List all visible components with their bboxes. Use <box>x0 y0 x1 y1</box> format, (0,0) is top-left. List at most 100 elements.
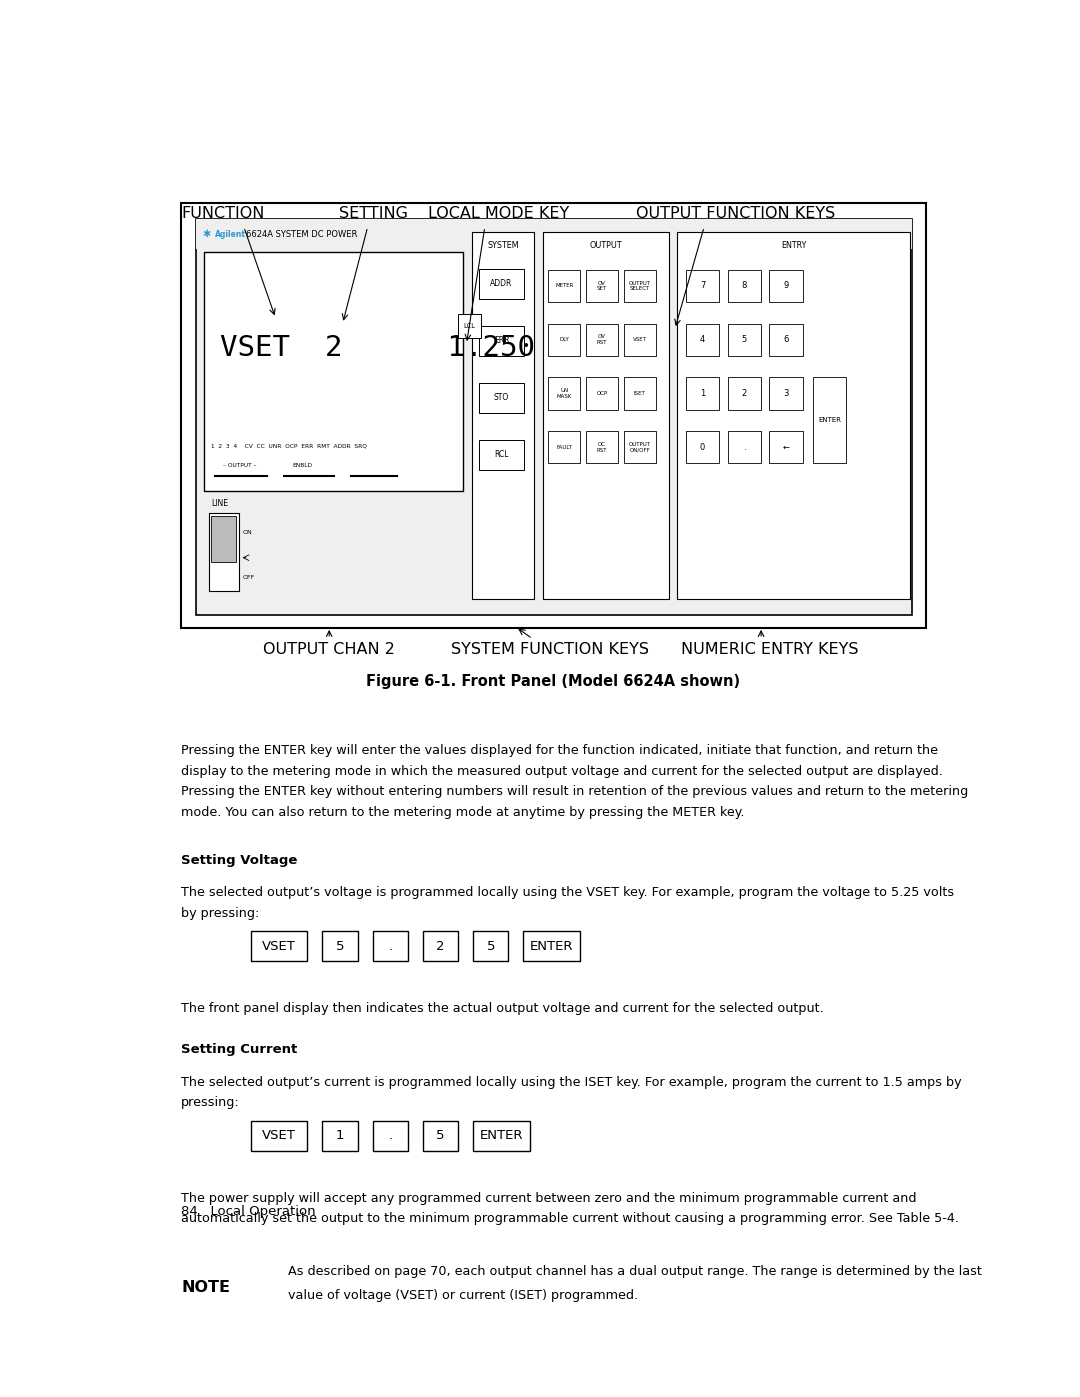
Bar <box>473 1120 530 1151</box>
Text: OFF: OFF <box>242 574 255 580</box>
Text: 5: 5 <box>742 335 747 344</box>
Text: NOTE: NOTE <box>181 1280 230 1295</box>
Bar <box>323 1120 357 1151</box>
Bar <box>251 1120 308 1151</box>
Text: 84   Local Operation: 84 Local Operation <box>181 1204 315 1218</box>
Text: 0: 0 <box>700 443 705 451</box>
Text: The power supply will accept any programmed current between zero and the minimum: The power supply will accept any program… <box>181 1192 917 1204</box>
Bar <box>197 219 912 615</box>
Text: ENBLD: ENBLD <box>293 464 312 468</box>
Text: FAULT: FAULT <box>556 444 572 450</box>
Bar <box>480 326 524 356</box>
Text: STO: STO <box>494 394 510 402</box>
Bar <box>423 1120 458 1151</box>
Bar <box>542 232 669 599</box>
Bar <box>423 932 458 961</box>
Text: 1: 1 <box>700 388 705 398</box>
Text: OCP: OCP <box>596 391 608 395</box>
Text: ENTER: ENTER <box>819 418 841 423</box>
Bar <box>197 219 912 250</box>
Text: 3: 3 <box>783 388 788 398</box>
Bar <box>624 270 656 302</box>
Text: 6: 6 <box>783 335 788 344</box>
Bar <box>586 377 618 409</box>
Text: FUNCTION: FUNCTION <box>181 207 265 221</box>
Bar <box>204 251 463 492</box>
Text: display to the metering mode in which the measured output voltage and current fo: display to the metering mode in which th… <box>181 764 943 778</box>
Bar <box>480 268 524 299</box>
Bar <box>769 432 802 464</box>
Text: ADDR: ADDR <box>490 279 513 288</box>
Text: pressing:: pressing: <box>181 1097 240 1109</box>
Bar <box>624 324 656 356</box>
Text: OUTPUT
SELECT: OUTPUT SELECT <box>629 281 651 292</box>
Bar <box>549 377 580 409</box>
Text: VSET  2      1.250: VSET 2 1.250 <box>219 334 535 362</box>
Bar <box>728 324 761 356</box>
Bar <box>472 232 535 599</box>
Text: SETTING: SETTING <box>339 207 408 221</box>
Text: ON: ON <box>242 529 252 535</box>
Text: Pressing the ENTER key without entering numbers will result in retention of the : Pressing the ENTER key without entering … <box>181 785 969 798</box>
Bar <box>208 513 239 591</box>
Bar <box>686 324 719 356</box>
Text: RCL: RCL <box>495 450 509 460</box>
Bar <box>524 932 580 961</box>
Text: value of voltage (VSET) or current (ISET) programmed.: value of voltage (VSET) or current (ISET… <box>288 1288 638 1302</box>
Text: SYSTEM: SYSTEM <box>487 240 519 250</box>
Bar <box>624 432 656 464</box>
Text: ENTER: ENTER <box>530 940 573 953</box>
Bar <box>212 515 237 562</box>
Bar <box>251 932 308 961</box>
Text: DLY: DLY <box>559 337 569 342</box>
Bar <box>728 270 761 302</box>
Bar <box>769 377 802 409</box>
Bar <box>549 270 580 302</box>
Text: OC
RST: OC RST <box>597 441 607 453</box>
Text: 2: 2 <box>742 388 747 398</box>
Text: by pressing:: by pressing: <box>181 907 259 919</box>
Text: .: . <box>388 940 392 953</box>
Text: 1  2  3  4    CV  CC  UNR  OCP  ERR  RMT  ADDR  SRQ: 1 2 3 4 CV CC UNR OCP ERR RMT ADDR SRQ <box>212 444 367 448</box>
Bar <box>458 314 481 338</box>
Text: 8: 8 <box>742 281 747 291</box>
Text: Setting Voltage: Setting Voltage <box>181 854 297 868</box>
Text: 7: 7 <box>700 281 705 291</box>
Bar <box>624 377 656 409</box>
Bar <box>480 383 524 414</box>
Text: OV
SET: OV SET <box>597 281 607 292</box>
Text: The selected output’s voltage is programmed locally using the VSET key. For exam: The selected output’s voltage is program… <box>181 886 954 900</box>
Text: mode. You can also return to the metering mode at anytime by pressing the METER : mode. You can also return to the meterin… <box>181 806 744 819</box>
Text: Agilent: Agilent <box>215 231 245 239</box>
Text: ERR: ERR <box>494 337 510 345</box>
Text: METER: METER <box>555 284 573 288</box>
Text: – OUTPUT –: – OUTPUT – <box>222 464 256 468</box>
Text: The selected output’s current is programmed locally using the ISET key. For exam: The selected output’s current is program… <box>181 1076 961 1088</box>
Text: 1: 1 <box>336 1129 345 1143</box>
Text: VSET: VSET <box>262 1129 296 1143</box>
Bar <box>769 324 802 356</box>
Text: As described on page 70, each output channel has a dual output range. The range : As described on page 70, each output cha… <box>288 1264 982 1278</box>
Text: automatically set the output to the minimum programmable current without causing: automatically set the output to the mini… <box>181 1213 959 1225</box>
Bar <box>586 324 618 356</box>
Text: 4: 4 <box>700 335 705 344</box>
Bar <box>686 432 719 464</box>
Text: OUTPUT
ON/OFF: OUTPUT ON/OFF <box>629 441 651 453</box>
Text: Figure 6-1. Front Panel (Model 6624A shown): Figure 6-1. Front Panel (Model 6624A sho… <box>366 675 741 689</box>
Bar <box>769 270 802 302</box>
Text: ✱: ✱ <box>203 229 211 239</box>
Text: OUTPUT: OUTPUT <box>590 240 622 250</box>
Bar <box>181 203 926 629</box>
Text: ISET: ISET <box>634 391 646 395</box>
Bar <box>686 270 719 302</box>
Text: .: . <box>743 443 745 451</box>
Text: LCL: LCL <box>463 323 475 328</box>
Text: ←: ← <box>783 443 789 451</box>
Text: 2: 2 <box>436 940 445 953</box>
Text: LOCAL MODE KEY: LOCAL MODE KEY <box>429 207 570 221</box>
Bar <box>373 932 408 961</box>
Text: LINE: LINE <box>212 499 228 507</box>
Bar <box>813 377 847 464</box>
Text: ENTRY: ENTRY <box>781 240 807 250</box>
Text: Pressing the ENTER key will enter the values displayed for the function indicate: Pressing the ENTER key will enter the va… <box>181 745 939 757</box>
